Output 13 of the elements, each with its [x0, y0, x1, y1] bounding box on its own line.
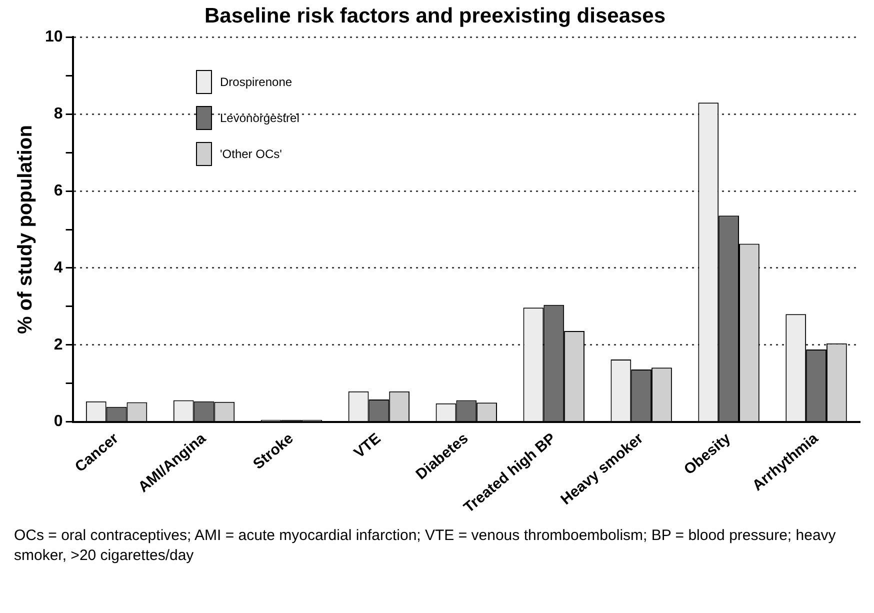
legend-label: 'Other OCs' — [220, 147, 282, 161]
chart-title: Baseline risk factors and preexisting diseases — [204, 4, 666, 28]
y-tick-label: 6 — [54, 182, 63, 200]
legend-label: Drospirenone — [220, 75, 292, 89]
y-axis-title: % of study population — [14, 125, 37, 334]
y-tick-label: 10 — [45, 28, 63, 46]
y-tick-label: 2 — [54, 336, 63, 354]
x-tick-label: VTE — [350, 430, 384, 462]
y-tick-label: 0 — [54, 413, 63, 430]
text: OCs = oral contraceptives; AMI = acute myocardial infarction; VTE = venous thromboembolism; BP = blood pressure; heavy smoker, >20 cigarettes/day — [14, 526, 837, 566]
y-tick-label: 4 — [54, 259, 63, 276]
legend-label: Levonorgestrel — [220, 111, 300, 125]
y-tick-label: 8 — [54, 106, 63, 123]
